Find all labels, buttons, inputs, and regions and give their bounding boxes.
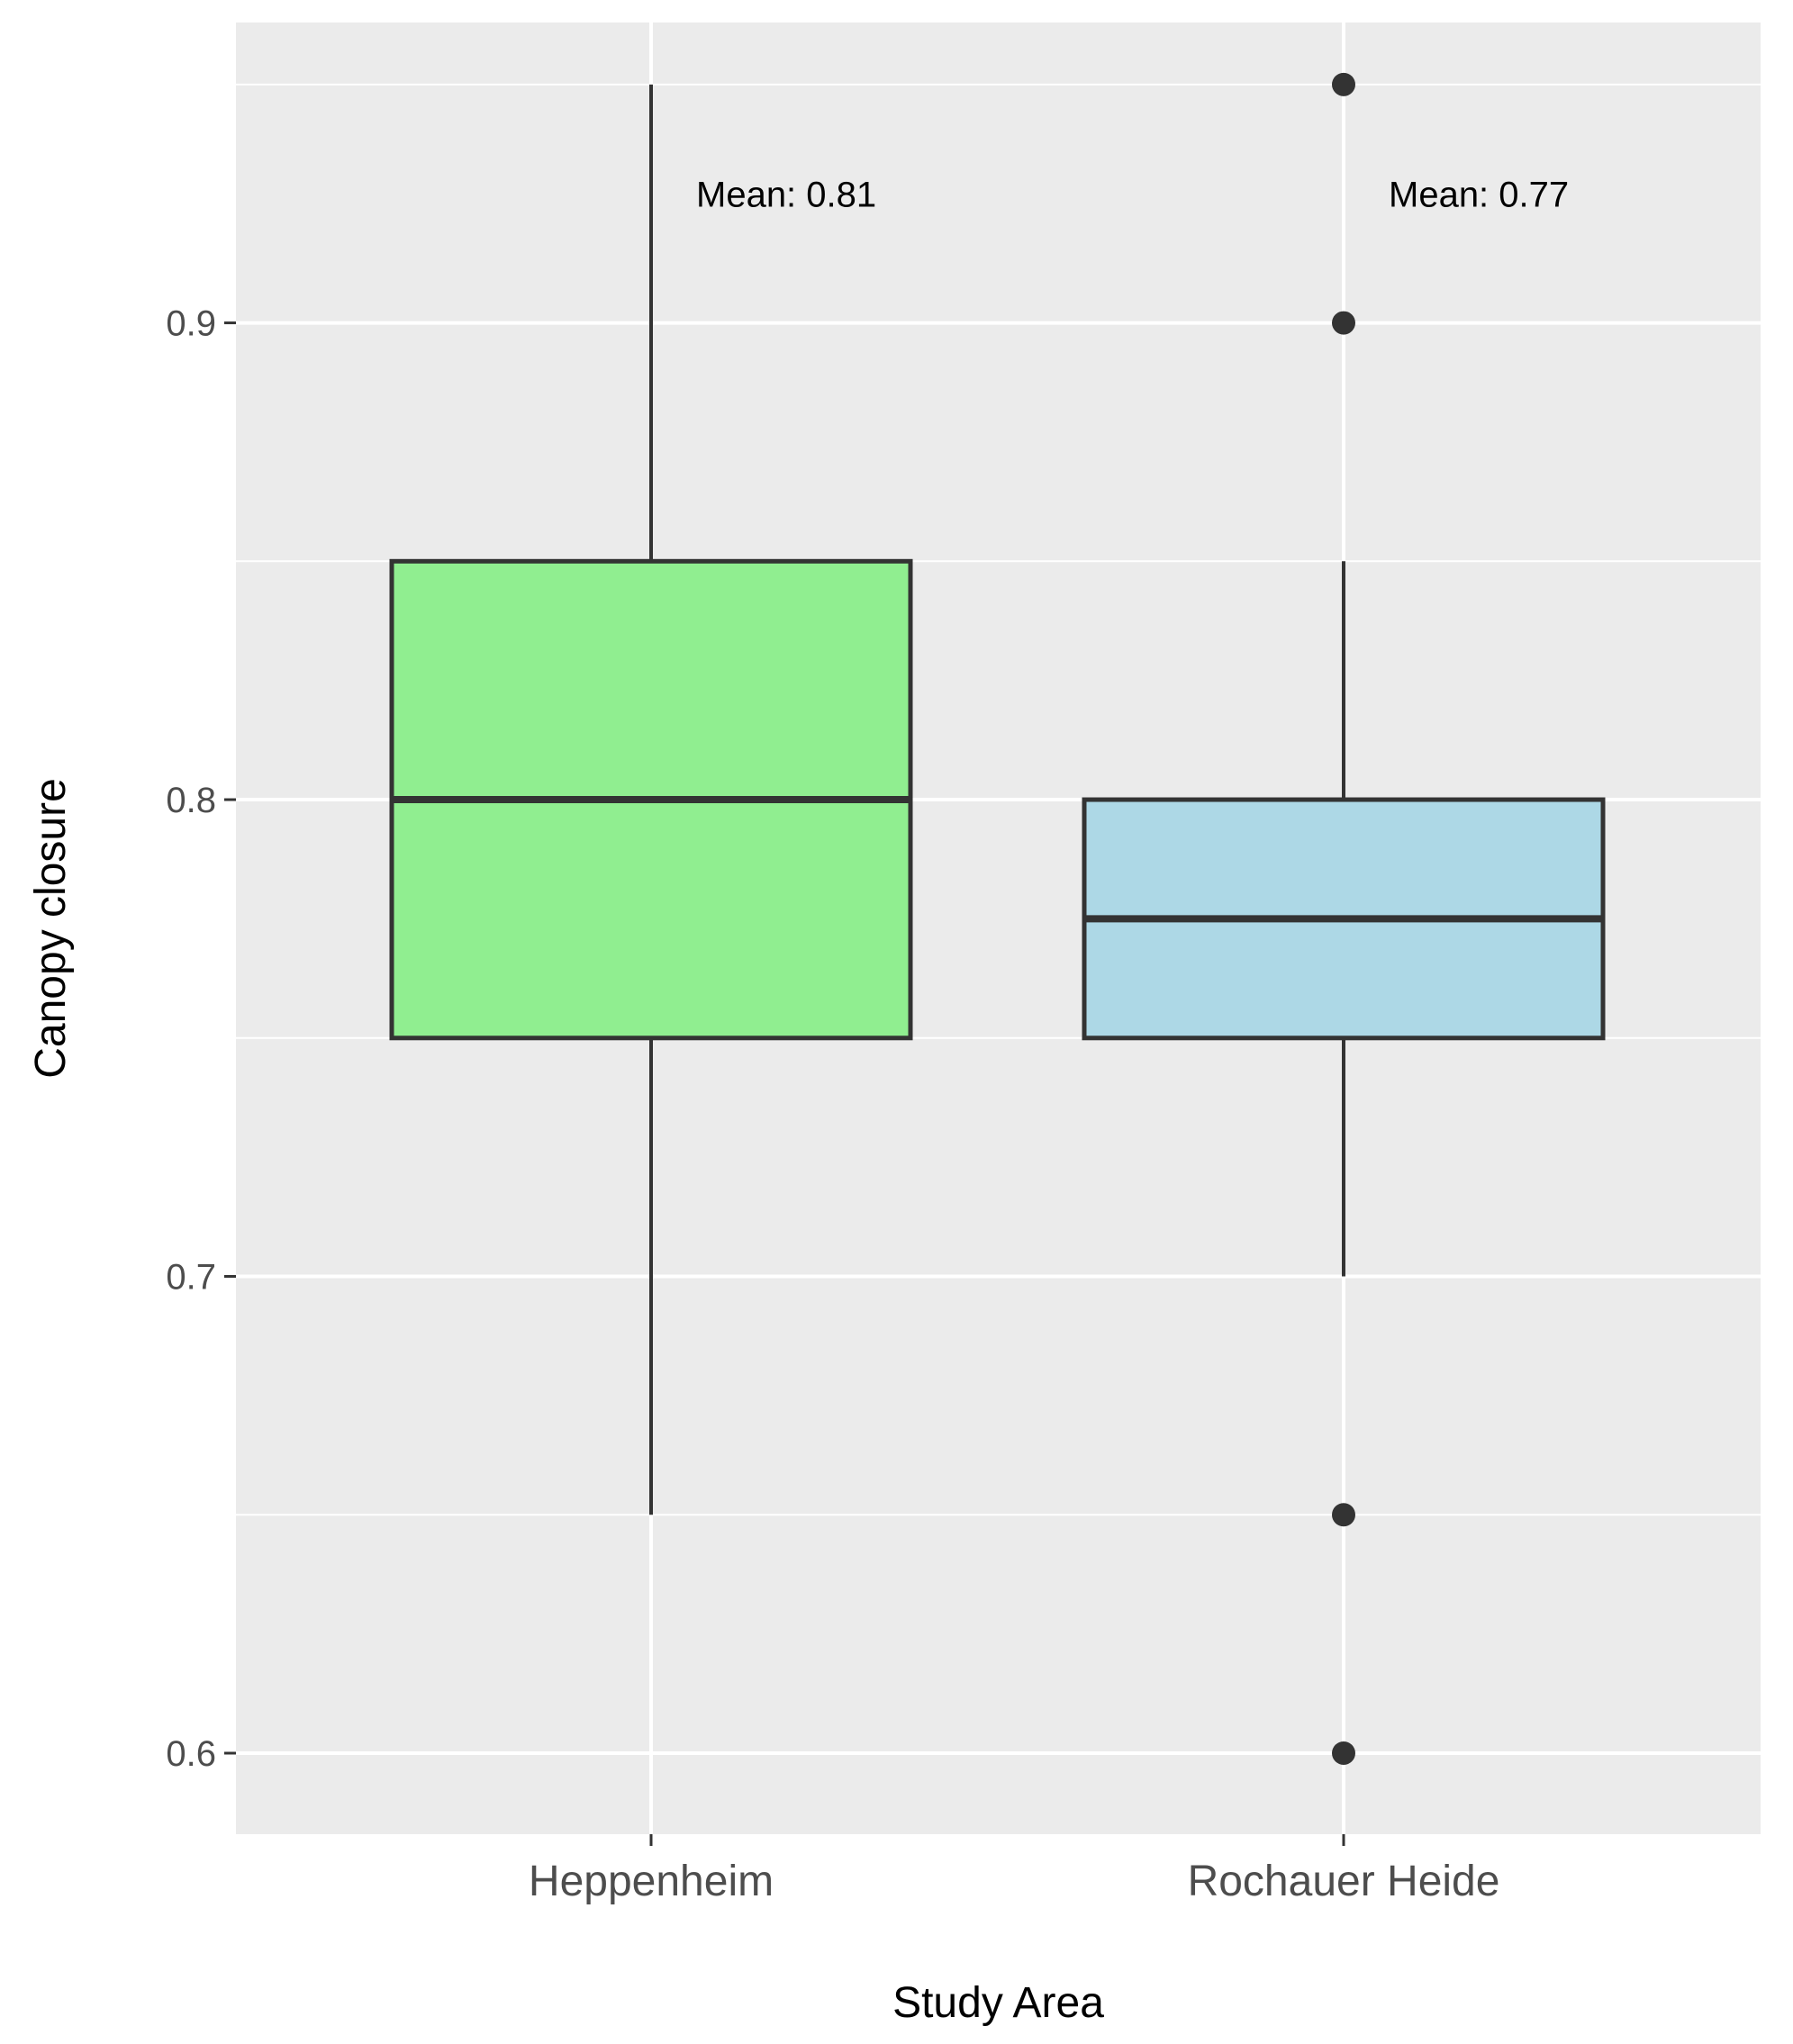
outlier-point [1332,1741,1355,1765]
x-tick-label: Heppenheim [529,1858,774,1905]
box-group [389,84,913,1515]
box-group [1082,72,1606,1765]
outlier-point [1332,72,1355,96]
x-axis-title: Study Area [892,1979,1104,2027]
x-axis: Heppenheim Rochauer Heide [529,1834,1500,1905]
outlier-point [1332,1503,1355,1527]
mean-annotation: Mean: 0.81 [696,176,876,215]
y-tick-label: 0.8 [166,781,216,820]
x-tick-label: Rochauer Heide [1188,1858,1500,1905]
mean-annotation: Mean: 0.77 [1389,176,1569,215]
y-tick-label: 0.7 [166,1258,216,1298]
y-tick-label: 0.6 [166,1734,216,1774]
annotations: Mean: 0.81 Mean: 0.77 [696,176,1569,215]
y-axis-title: Canopy closure [27,778,75,1079]
y-tick-label: 0.9 [166,304,216,344]
y-axis: 0.6 0.7 0.8 0.9 [166,304,236,1774]
boxes [389,72,1606,1765]
outlier-point [1332,311,1355,335]
